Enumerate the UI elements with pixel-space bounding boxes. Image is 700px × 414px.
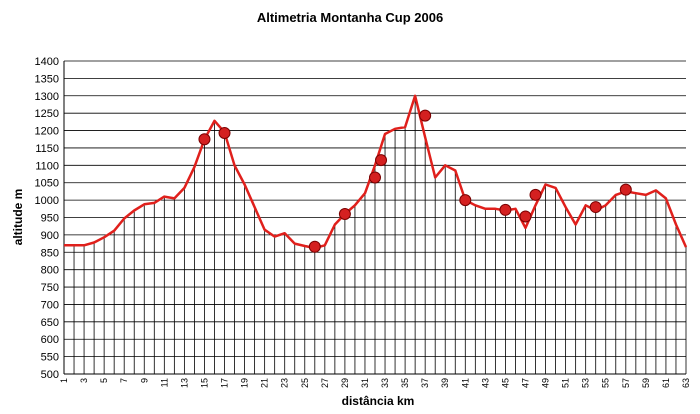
x-tick-label: 25 (300, 378, 310, 388)
checkpoint-marker (499, 203, 512, 216)
y-tick-labels: 500 550 600 650 700 750 800 850 900 950 1000 1050 11… (35, 56, 59, 381)
x-tick-label: 11 (159, 378, 169, 387)
y-tick-label: 950 (41, 213, 59, 225)
checkpoint-marker (308, 240, 321, 253)
y-tick-label: 850 (41, 247, 59, 259)
x-tick-label: 9 (139, 378, 149, 383)
x-tick-label: 51 (561, 378, 571, 388)
checkpoint-marker (338, 208, 351, 221)
x-tick-label: 15 (199, 378, 209, 388)
checkpoint-marker (375, 154, 388, 167)
y-tick-label: 1000 (35, 195, 59, 207)
checkpoint-marker (459, 194, 472, 207)
x-tick-label: 33 (380, 378, 390, 388)
x-tick-label: 37 (420, 378, 430, 388)
y-tick-label: 700 (41, 299, 59, 311)
x-tick-label: 7 (119, 378, 129, 383)
x-tick-label: 41 (460, 378, 470, 388)
checkpoint-marker (529, 188, 542, 201)
y-axis-label: altitude m (11, 189, 25, 246)
x-tick-label: 21 (260, 378, 270, 388)
x-tick-label: 47 (520, 378, 530, 388)
x-tick-label: 1 (59, 378, 69, 383)
x-tick-label: 27 (320, 378, 330, 388)
checkpoint-marker (519, 210, 532, 223)
x-tick-label: 39 (440, 378, 450, 388)
x-tick-label: 3 (79, 378, 89, 383)
x-tick-label: 35 (400, 378, 410, 388)
y-tick-label: 500 (41, 369, 59, 381)
y-tick-label: 1350 (35, 73, 59, 85)
altitude-bars (63, 95, 687, 374)
x-tick-label: 31 (360, 378, 370, 388)
x-tick-label: 43 (480, 378, 490, 388)
x-tick-label: 5 (99, 378, 109, 383)
x-tick-label: 45 (500, 378, 510, 388)
x-tick-label: 53 (581, 378, 591, 388)
checkpoint-marker (218, 126, 231, 139)
x-tick-label: 13 (179, 378, 189, 388)
x-tick-label: 55 (601, 378, 611, 388)
checkpoint-marker (419, 109, 432, 122)
x-tick-label: 59 (641, 378, 651, 388)
checkpoint-marker (369, 171, 381, 184)
x-tick-label: 29 (340, 378, 350, 388)
checkpoint-marker (589, 201, 602, 214)
y-tick-label: 900 (41, 230, 59, 242)
chart-title: Altimetria Montanha Cup 2006 (256, 10, 444, 25)
y-tick-label: 1300 (35, 91, 59, 103)
x-axis-label: distância km (342, 394, 415, 408)
y-tick-label: 1100 (35, 160, 59, 172)
y-tick-label: 750 (41, 282, 59, 294)
x-tick-label: 23 (280, 378, 290, 388)
y-tick-label: 1400 (35, 56, 59, 68)
checkpoint-marker (619, 183, 632, 196)
x-tick-label: 61 (661, 378, 671, 388)
x-tick-label: 49 (541, 378, 551, 388)
x-tick-label: 19 (240, 378, 250, 388)
y-tick-label: 1250 (35, 108, 59, 120)
x-tick-label: 17 (220, 378, 230, 388)
altitude-line (64, 94, 688, 250)
y-tick-label: 1200 (35, 126, 59, 138)
y-tick-label: 800 (41, 265, 59, 277)
y-tick-label: 1050 (35, 178, 59, 190)
axes (63, 61, 686, 375)
y-tick-label: 600 (41, 334, 59, 346)
checkpoint-markers (198, 109, 632, 253)
x-tick-labels: 1 3 5 7 9 11 13 15 17 19 21 23 25 27 29 31 33 35 37 39 41 43 4… (59, 378, 691, 388)
x-tick-label: 63 (681, 378, 691, 388)
y-tick-label: 550 (41, 352, 59, 364)
y-tick-label: 1150 (35, 143, 59, 155)
y-tick-label: 650 (41, 317, 59, 329)
x-tick-label: 57 (621, 378, 631, 388)
checkpoint-marker (198, 133, 211, 146)
